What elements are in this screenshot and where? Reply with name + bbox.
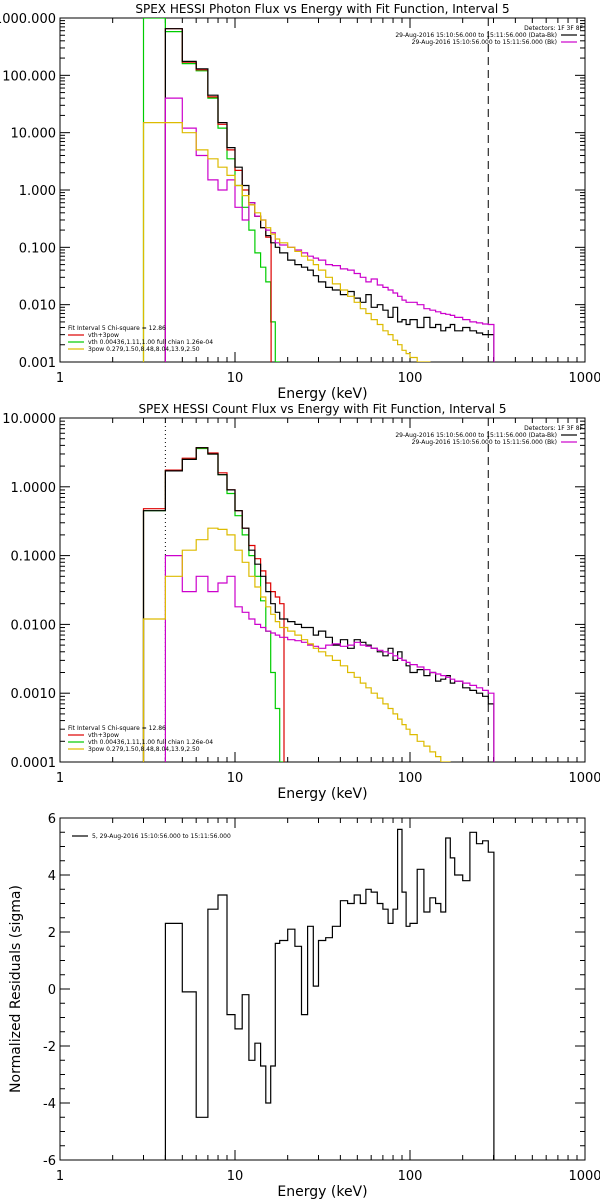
series-group [142,447,495,762]
y-tick-label: 100.000 [2,69,56,84]
chart-panel-1: SPEX HESSI Photon Flux vs Energy with Fi… [0,2,600,402]
series-line-5 [142,527,451,762]
series-group [142,18,495,362]
y-tick-label: 4 [48,869,56,884]
x-tick-label: 100 [398,1169,423,1184]
series-line-1 [142,447,284,762]
y-tick-label: -6 [43,1154,56,1169]
x-tick-label: 1 [56,1169,64,1184]
y-tick-label: 0.0010 [11,687,57,702]
legend-text: 3pow 0.279,1.50,8.48,8.04,13.9,2.50 [88,346,200,353]
y-tick-label: -2 [43,1040,56,1055]
y-tick-label: 10.000 [11,127,57,142]
y-tick-label: 0.001 [19,356,56,371]
chart-title: SPEX HESSI Count Flux vs Energy with Fit… [138,402,506,416]
x-tick-label: 1 [56,371,64,386]
x-tick-label: 100 [398,771,423,786]
series-line-3 [164,28,495,362]
legend-top-left: 5, 29-Aug-2016 15:10:56.000 to 15:11:56.… [72,833,231,840]
legend-text: 29-Aug-2016 15:10:56.000 to 15:11:56.000… [412,39,557,46]
plot-frame [59,17,586,363]
legend-header: Detectors: 1F 3F 8F [524,25,583,32]
x-axis-label: Energy (keV) [277,386,367,402]
y-tick-label: 0.010 [19,299,56,314]
y-tick-label: 0.0100 [11,618,57,633]
x-axis-label: Energy (keV) [277,786,367,802]
y-tick-label: 0.0001 [11,756,57,771]
legend-text: 29-Aug-2016 15:10:56.000 to 15:11:56.000… [395,432,557,439]
series-line-2 [164,28,272,362]
y-tick-label: 1.0000 [11,481,57,496]
y-tick-label: -4 [43,1097,56,1112]
legend-text: vth+3pow [88,732,119,739]
y-tick-label: 1.000 [19,184,56,199]
x-axis-label: Energy (keV) [277,1184,367,1200]
legend-text: 3pow 0.279,1.50,8.48,8.04,13.9,2.50 [88,746,200,753]
legend-text: 5, 29-Aug-2016 15:10:56.000 to 15:11:56.… [92,833,231,840]
x-tick-label: 10 [227,371,244,386]
x-tick-label: 1000 [568,371,600,386]
y-tick-label: 10.0000 [2,412,56,427]
series-line-5 [142,121,431,362]
y-tick-label: 0 [48,983,56,998]
y-tick-label: 1000.000 [0,12,56,27]
legend-text: 29-Aug-2016 15:10:56.000 to 15:11:56.000… [395,32,557,39]
series-line-4 [164,97,495,362]
y-tick-label: 6 [48,812,56,827]
x-tick-label: 1000 [568,771,600,786]
legend-header: Fit Interval 5 Chi-square = 12.86 [68,325,166,332]
x-tick-label: 100 [398,371,423,386]
legend-bottom-left: Fit Interval 5 Chi-square = 12.86vth+3po… [68,325,213,353]
series-line-1 [142,18,280,362]
chart-panel-3: 1 10 100 1000 Energy (keV) -6 -4 -2 0 2 4 6 Normaliz… [8,812,600,1200]
legend-header: Detectors: 1F 3F 8F [524,425,583,432]
legend-text: vth 0.00436,1.11,1.00 full chian 1.26e-0… [88,339,213,346]
y-tick-label: 0.100 [19,241,56,256]
y-axis-label: Normalized Residuals (sigma) [8,885,24,1093]
chart-panel-2: SPEX HESSI Count Flux vs Energy with Fit… [2,402,600,802]
legend-bottom-left: Fit Interval 5 Chi-square = 12.86vth+3po… [68,725,213,753]
x-tick-label: 1000 [568,1169,600,1184]
x-tick-label: 10 [227,1169,244,1184]
x-tick-label: 10 [227,771,244,786]
y-tick-label: 0.1000 [11,550,57,565]
series-line-4 [164,554,495,762]
legend-header: Fit Interval 5 Chi-square = 12.86 [68,725,166,732]
series-line-2 [142,447,285,762]
chart-title: SPEX HESSI Photon Flux vs Energy with Fi… [135,2,509,16]
plot-frame [59,817,586,1161]
series-line-3 [142,447,495,762]
series-group [164,828,495,1160]
plot-frame [59,417,586,763]
series-line-1 [164,828,495,1160]
legend-text: vth 0.00436,1.11,1.00 full chian 1.26e-0… [88,739,213,746]
legend-text: vth+3pow [88,332,119,339]
legend-text: 29-Aug-2016 15:10:56.000 to 15:11:56.000… [412,439,557,446]
x-tick-label: 1 [56,771,64,786]
y-tick-label: 2 [48,926,56,941]
